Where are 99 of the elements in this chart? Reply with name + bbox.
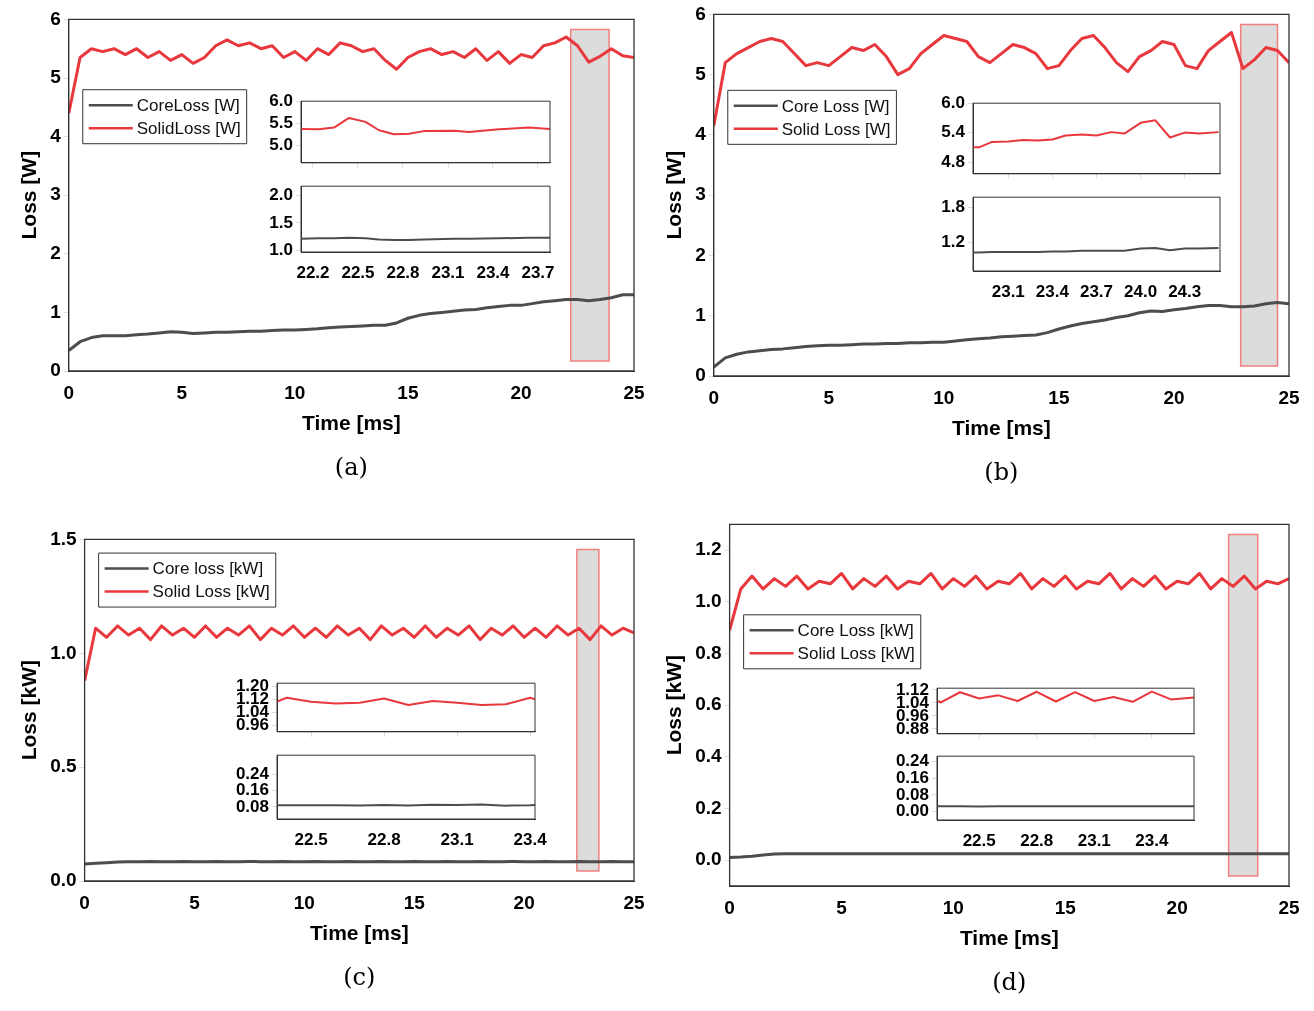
x-axis-title: Time [ms] <box>301 411 401 435</box>
y-axis-title: Loss [W] <box>662 150 686 240</box>
y-tick-label: 1 <box>50 300 62 322</box>
y-tick-label: 2 <box>50 242 61 264</box>
x-tick-label: 5 <box>823 386 835 408</box>
y-tick-label: 6.0 <box>941 92 965 112</box>
x-tick-label: 23.1 <box>991 281 1025 301</box>
y-tick-label: 0.00 <box>895 801 929 821</box>
y-tick-label: 1.8 <box>941 197 965 217</box>
y-tick-label: 6 <box>50 7 61 29</box>
x-tick-label: 20 <box>513 891 535 913</box>
y-tick-label: 1.0 <box>269 240 293 260</box>
x-tick-label: 15 <box>403 891 426 913</box>
legend-label: Solid Loss [W] <box>781 119 891 139</box>
x-tick-label: 22.2 <box>296 262 330 282</box>
legend-label: Solid Loss [kW] <box>797 643 915 663</box>
text: (d) <box>991 968 1028 996</box>
y-tick-label: 4 <box>50 124 62 146</box>
y-tick-label: 3 <box>50 183 61 205</box>
y-tick-label: 5 <box>50 66 62 88</box>
y-tick-label: 0.08 <box>895 784 929 804</box>
y-tick-label: 4.8 <box>941 151 965 171</box>
x-tick-label: 20 <box>510 381 532 403</box>
y-tick-label: 1.5 <box>50 527 78 549</box>
y-tick-label: 2 <box>695 243 706 265</box>
x-tick-label: 22.8 <box>1020 830 1054 850</box>
x-tick-label: 24.3 <box>1168 281 1202 301</box>
x-tick-label: 24.0 <box>1124 281 1158 301</box>
x-tick-label: 10 <box>284 381 306 403</box>
y-axis-title: Loss [kW] <box>17 660 41 761</box>
text: (b) <box>983 458 1020 486</box>
y-tick-label: 3 <box>695 183 706 205</box>
x-tick-label: 25 <box>1278 896 1300 918</box>
x-tick-label: 10 <box>942 896 964 918</box>
x-axis-title: Time [ms] <box>309 921 409 945</box>
x-tick-label: 10 <box>293 891 315 913</box>
y-tick-label: 5.0 <box>269 134 293 154</box>
legend-label: Core loss [kW] <box>152 559 264 579</box>
y-tick-label: 0.0 <box>695 848 722 870</box>
y-axis-title: Loss [kW] <box>662 655 686 756</box>
legend-label: Core Loss [W] <box>781 96 890 116</box>
x-tick-label: 5 <box>176 381 188 403</box>
x-tick-label: 23.1 <box>431 262 465 282</box>
y-tick-label: 1.0 <box>695 590 722 612</box>
x-tick-label: 23.1 <box>1077 830 1111 850</box>
text: (c) <box>342 963 377 991</box>
x-tick-label: 15 <box>397 381 419 403</box>
y-tick-label: 6.0 <box>269 90 293 110</box>
y-tick-label: 0.16 <box>895 767 929 787</box>
x-tick-label: 22.8 <box>386 262 420 282</box>
x-tick-label: 20 <box>1166 896 1188 918</box>
y-tick-label: 0 <box>50 359 61 381</box>
x-tick-label: 22.5 <box>341 262 375 282</box>
x-tick-label: 15 <box>1048 386 1070 408</box>
x-tick-label: 25 <box>623 381 645 403</box>
x-tick-label: 22.8 <box>367 829 401 849</box>
y-axis-title: Loss [W] <box>17 150 41 240</box>
x-tick-label: 5 <box>189 891 201 913</box>
y-tick-label: 1 <box>695 303 707 325</box>
x-tick-label: 23.7 <box>1079 281 1114 301</box>
x-tick-label: 23.1 <box>440 829 474 849</box>
legend-label: SolidLoss [W] <box>136 118 241 138</box>
y-tick-label: 0.0 <box>50 869 77 891</box>
x-tick-label: 22.5 <box>962 830 996 850</box>
legend-label: Core Loss [kW] <box>797 620 914 640</box>
y-tick-label: 0.5 <box>50 755 78 777</box>
y-tick-label: 6 <box>695 2 706 24</box>
y-tick-label: 1.2 <box>941 231 965 251</box>
x-tick-label: 15 <box>1054 896 1077 918</box>
x-tick-label: 23.7 <box>521 262 555 282</box>
y-tick-label: 0 <box>695 364 706 386</box>
text: (a) <box>333 453 369 481</box>
y-tick-label: 1.5 <box>269 212 293 232</box>
y-tick-label: 5 <box>695 62 707 84</box>
y-tick-label: 5.5 <box>269 112 293 132</box>
x-tick-label: 10 <box>933 386 955 408</box>
x-tick-label: 23.4 <box>476 262 511 282</box>
x-tick-label: 23.4 <box>1035 281 1070 301</box>
legend-label: CoreLoss [W] <box>136 95 240 115</box>
x-tick-label: 25 <box>623 891 645 913</box>
x-tick-label: 23.4 <box>513 829 548 849</box>
x-tick-label: 5 <box>836 896 848 918</box>
x-tick-label: 25 <box>1278 386 1300 408</box>
y-tick-label: 4 <box>695 123 707 145</box>
y-tick-label: 0.2 <box>695 796 722 818</box>
x-tick-label: 22.5 <box>294 829 328 849</box>
y-tick-label: 0.8 <box>695 641 722 663</box>
y-tick-label: 0.4 <box>695 745 723 767</box>
y-tick-label: 2.0 <box>269 185 293 205</box>
y-tick-label: 0.6 <box>695 693 722 715</box>
x-axis-title: Time [ms] <box>959 926 1059 950</box>
y-tick-label: 1.0 <box>50 641 77 663</box>
y-tick-label: 0.24 <box>895 750 930 770</box>
x-tick-label: 20 <box>1163 386 1185 408</box>
x-tick-label: 23.4 <box>1135 830 1169 850</box>
legend-label: Solid Loss [kW] <box>152 582 270 602</box>
y-tick-label: 1.2 <box>695 538 722 560</box>
y-tick-label: 5.4 <box>941 122 966 142</box>
x-axis-title: Time [ms] <box>951 416 1051 440</box>
